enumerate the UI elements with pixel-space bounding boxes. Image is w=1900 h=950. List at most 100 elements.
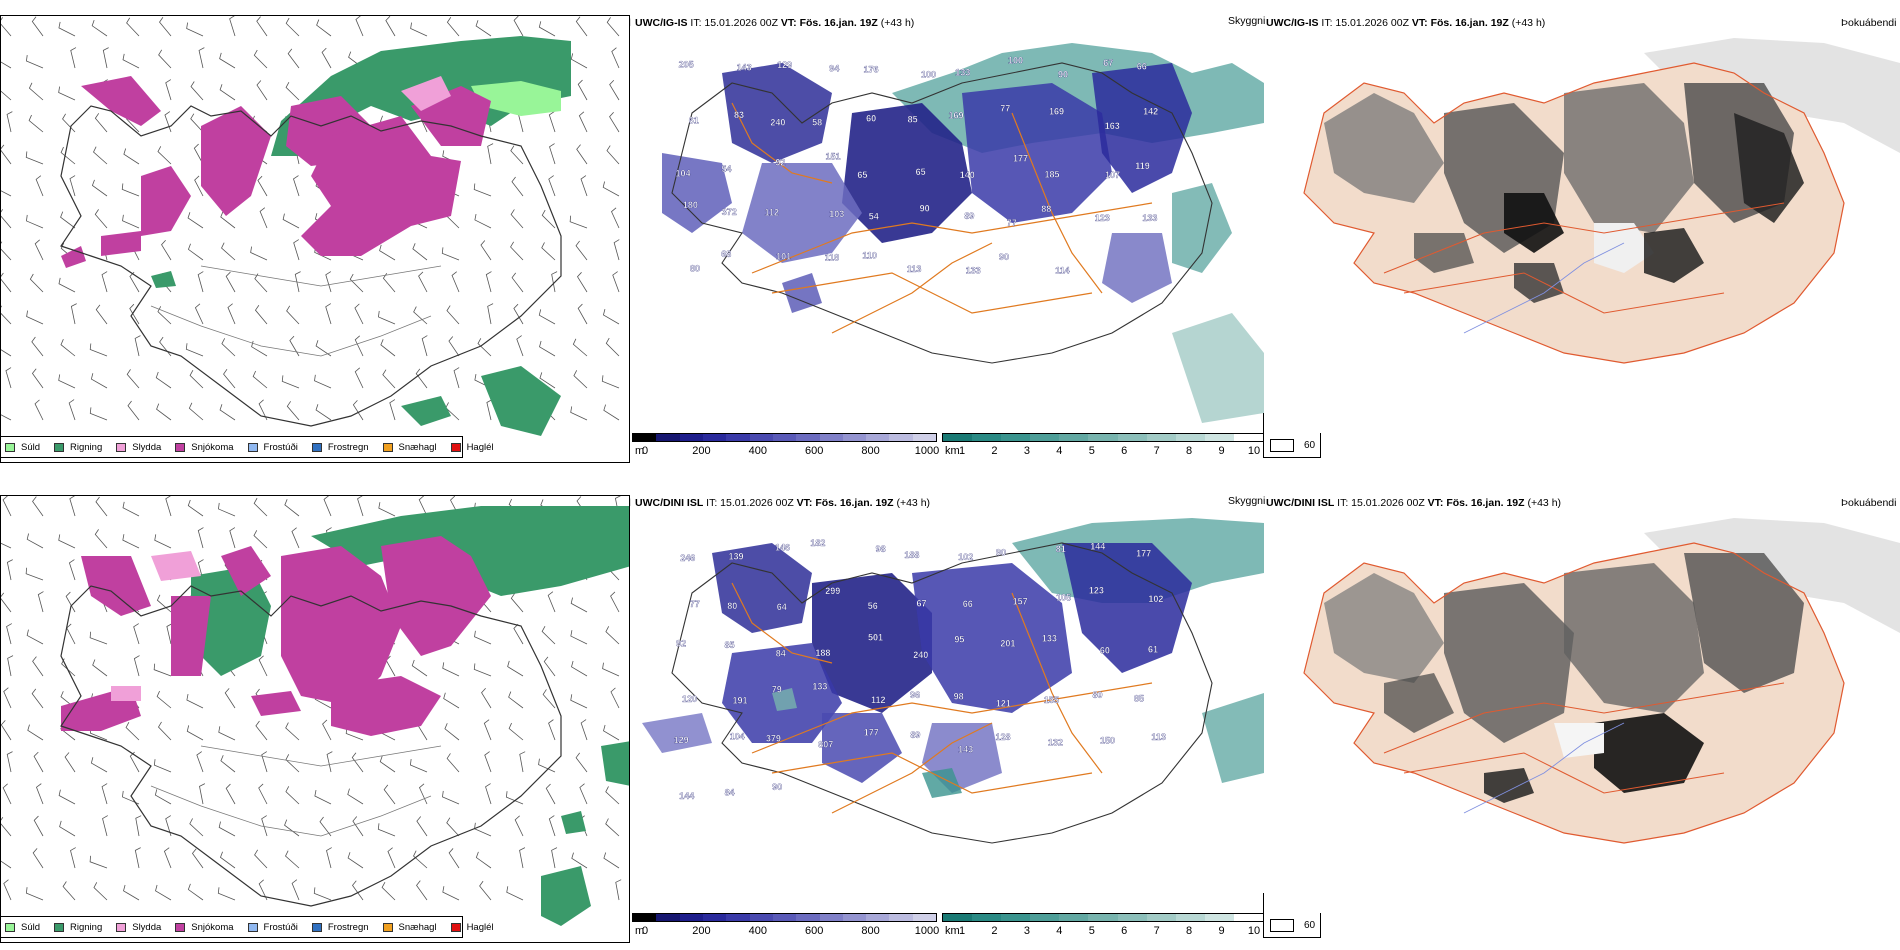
bottom-legend-swatch — [247, 922, 258, 932]
top-fog-it-label: IT: 15.01.2026 00Z — [1321, 17, 1409, 29]
wind-barb — [93, 882, 108, 901]
wind-barb — [223, 368, 236, 389]
wind-barb — [602, 181, 620, 197]
cloud-value-label: 240 — [770, 117, 785, 127]
wind-barb — [1, 272, 12, 293]
wind-barb — [26, 533, 44, 549]
top-legend-item: Frostúði — [247, 442, 298, 453]
top-fog-map[interactable] — [1264, 33, 1900, 433]
bottom-precip-map[interactable] — [0, 495, 630, 943]
wind-barb — [122, 534, 140, 549]
wind-barb — [615, 879, 622, 901]
top-cloud-lead-label: (+43 h) — [880, 17, 915, 29]
wind-barb — [25, 151, 44, 165]
wind-barb — [575, 752, 588, 773]
wind-barb — [485, 783, 492, 805]
wind-barb — [123, 884, 140, 901]
cbar-segment — [679, 914, 703, 921]
cloud-value-label: 85 — [724, 640, 734, 650]
wind-barb — [485, 271, 492, 293]
wind-barb — [2, 496, 12, 517]
wind-barb — [133, 655, 140, 677]
bottom-cloud-it-label: IT: 15.01.2026 00Z — [706, 497, 794, 509]
top-legend-item: Súld — [5, 442, 40, 453]
top-fog-coast — [1303, 62, 1845, 364]
wind-barb — [32, 848, 44, 869]
wind-barb — [58, 86, 76, 101]
cloud-value-label: 205 — [679, 59, 694, 69]
cbar-segment — [656, 914, 680, 921]
cbar-tick-label: 9 — [1218, 445, 1225, 457]
cloud-value-label: 65 — [916, 167, 926, 177]
wind-barb — [70, 847, 76, 869]
wind-barb — [611, 207, 620, 229]
wind-barb — [610, 687, 620, 709]
wind-barb — [25, 887, 44, 901]
cloud-value-label: 101 — [776, 252, 791, 262]
wind-barb — [94, 209, 108, 229]
cloud-value-label: 94 — [829, 64, 839, 74]
cloud-value-label: 90 — [772, 782, 782, 792]
wind-barb — [548, 719, 556, 741]
cloud-value-label: 84 — [776, 648, 786, 658]
wind-barb — [284, 819, 300, 837]
bottom-legend-item: Snjókoma — [175, 922, 234, 933]
cloud-value-label: 155 — [1044, 695, 1059, 705]
wind-barb — [58, 789, 76, 805]
cbar-segment — [943, 914, 973, 921]
bottom-legend-item: Súld — [5, 922, 40, 933]
cloud-value-label: 140 — [960, 170, 975, 180]
bottom-fog-map[interactable] — [1264, 513, 1900, 913]
wind-barb — [383, 784, 396, 805]
wind-barb — [225, 271, 236, 293]
wind-barb — [197, 527, 204, 549]
wind-barb — [442, 886, 460, 901]
wind-barb — [218, 502, 236, 517]
bottom-legend-item: Snæhagl — [382, 922, 437, 933]
wind-barb — [580, 175, 588, 197]
cbar-strip — [632, 913, 937, 922]
cloud-value-label: 113 — [907, 264, 922, 274]
wind-barb — [571, 852, 588, 869]
wind-barb — [194, 175, 204, 197]
wind-barb — [258, 879, 268, 901]
wind-barb — [442, 790, 460, 805]
cloud-value-label: 77 — [1000, 103, 1010, 113]
wind-barb — [484, 751, 492, 773]
top-legend-label: Slydda — [132, 441, 162, 453]
wind-barb — [250, 246, 268, 261]
wind-barb — [155, 884, 172, 901]
top-precip-map[interactable] — [0, 15, 630, 463]
wind-barb — [603, 404, 620, 421]
wind-barb — [101, 783, 108, 805]
cloud-value-label: 169 — [948, 111, 963, 121]
cloud-value-label: 379 — [766, 734, 781, 744]
wind-barb — [541, 242, 556, 261]
wind-barb — [506, 886, 524, 901]
bottom-fog-label: Þokuábendi — [1841, 497, 1897, 509]
wind-barb — [325, 303, 332, 325]
cbar-segment — [1146, 914, 1176, 921]
cbar-tick-label: 7 — [1153, 925, 1160, 937]
wind-barb — [161, 240, 172, 261]
wind-barb — [62, 881, 76, 901]
wind-barb — [538, 309, 556, 325]
wind-barb — [409, 759, 428, 773]
wind-barb — [541, 625, 556, 645]
cbar-segment — [1204, 434, 1234, 441]
cbar-tick-label: 200 — [692, 925, 711, 937]
top-cloud-map[interactable]: 205 143 129 94 176 100 133 100 90 67 66 61 83 240 58 60… — [632, 33, 1264, 433]
wind-barb — [60, 211, 76, 229]
wind-barb — [253, 49, 268, 69]
cloud-value-label: 143 — [958, 744, 973, 754]
wind-barb — [354, 335, 364, 357]
wind-barb — [1, 144, 12, 165]
bottom-cloud-map[interactable]: 246 139 146 182 98 188 102 90 81 144 177 77 80 64 299 5… — [632, 513, 1264, 913]
wind-barb — [69, 496, 76, 517]
wind-barb — [60, 146, 76, 165]
wind-barb — [258, 783, 268, 805]
wind-barb — [33, 751, 44, 773]
cloud-value-label: 114 — [1055, 265, 1070, 275]
top-cloud-it-label: IT: 15.01.2026 00Z — [690, 17, 778, 29]
cloud-value-label: 185 — [1045, 170, 1060, 180]
